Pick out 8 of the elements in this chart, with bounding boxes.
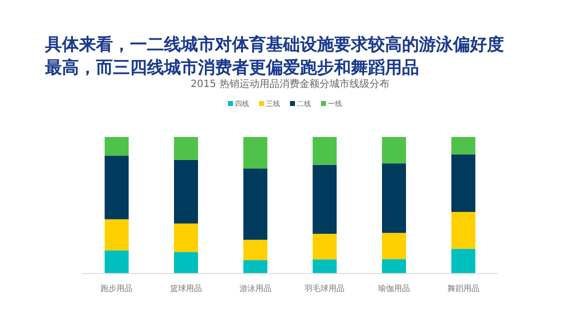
chart-subtitle: 2015 热销运动用品消费金额分城市线级分布 [190,78,390,90]
x-tick-label: 舞蹈用品 [447,284,480,293]
x-tick-label: 羽毛球用品 [304,284,345,293]
x-tick-label: 瑜伽用品 [378,284,410,293]
x-tick-label: 跑步用品 [100,284,133,293]
x-tick-label: 篮球用品 [170,284,202,293]
x-tick-label: 游泳用品 [239,284,272,293]
chart-title: 具体来看，一二线城市对体育基础设施要求较高的游泳偏好度最高，而三四线城市消费者更偏爱跑步和舞蹈用品 [44,34,504,78]
